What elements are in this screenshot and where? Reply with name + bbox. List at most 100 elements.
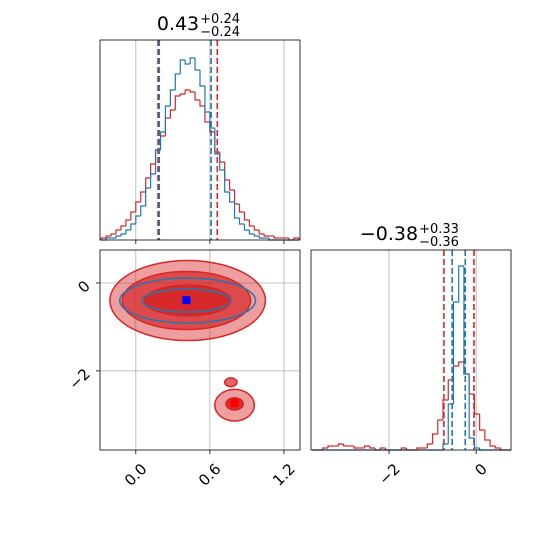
histogram-step <box>494 446 501 449</box>
histogram-step <box>120 225 126 230</box>
histogram-step <box>174 73 181 90</box>
histogram-step <box>150 163 156 178</box>
histogram-step <box>150 173 156 188</box>
histogram-step <box>229 180 235 191</box>
histogram-step <box>293 237 300 240</box>
histogram-step <box>120 233 126 236</box>
histogram-step <box>199 70 205 87</box>
histogram-step <box>322 447 328 450</box>
histogram-step <box>379 447 386 450</box>
histogram-step <box>489 440 496 447</box>
histogram-step <box>189 90 196 93</box>
axes-frame <box>99 39 301 241</box>
histogram-step <box>229 192 235 203</box>
histogram-step <box>169 109 176 118</box>
histogram-step <box>431 433 438 444</box>
histogram-step <box>130 223 136 230</box>
histogram-step <box>224 162 230 181</box>
histogram-step <box>369 446 376 449</box>
histogram-step <box>209 112 215 129</box>
histogram-step <box>253 234 260 237</box>
marker <box>182 296 191 305</box>
histogram-step <box>343 444 349 447</box>
histogram-step <box>194 92 200 101</box>
title-upper: +0.33 <box>419 222 459 237</box>
histogram-step <box>233 202 240 219</box>
histogram-step <box>164 117 171 136</box>
histogram-step <box>145 187 151 206</box>
contour <box>141 288 232 313</box>
histogram-step <box>125 229 131 234</box>
x-tick-label: 1.2 <box>269 460 299 490</box>
histogram-step <box>100 237 107 240</box>
histogram-step <box>248 230 255 235</box>
histogram-step <box>169 89 176 106</box>
marker <box>230 398 239 407</box>
histogram-step <box>426 443 433 448</box>
histogram-step <box>219 154 225 171</box>
histogram-step <box>263 234 270 237</box>
histogram-step <box>135 201 141 212</box>
histogram-step <box>159 135 166 150</box>
contour <box>223 377 238 388</box>
histogram-step <box>184 60 191 65</box>
histogram-step <box>337 443 344 446</box>
histogram-step <box>125 219 131 226</box>
histogram-step <box>468 374 475 439</box>
histogram-step <box>442 443 449 450</box>
histogram-step <box>219 152 225 163</box>
histogram-step <box>105 237 112 240</box>
histogram-step <box>204 86 210 113</box>
x-tick-label: 0.6 <box>195 460 225 490</box>
axes-frame <box>310 249 512 451</box>
histogram-step <box>130 211 136 220</box>
histogram-step <box>238 204 245 213</box>
histogram-step <box>238 218 245 225</box>
histogram-step <box>140 205 146 216</box>
histogram-step <box>416 447 423 450</box>
histogram-step <box>179 59 186 74</box>
title-upper: +0.24 <box>200 12 240 27</box>
histogram-step <box>258 230 265 235</box>
histogram-step <box>135 215 141 224</box>
x-tick-label: 0 <box>471 460 490 479</box>
histogram-step <box>115 235 121 238</box>
histogram-step <box>243 212 250 221</box>
histogram-step <box>327 445 334 448</box>
histogram-step <box>248 220 255 227</box>
x-tick-label: −2 <box>375 460 403 488</box>
histogram-step <box>353 446 360 449</box>
axes-frame <box>99 249 301 451</box>
histogram-step <box>159 131 166 150</box>
x-tick-label: 0.0 <box>121 460 151 490</box>
histogram-step <box>194 58 200 71</box>
histogram-step <box>115 229 121 234</box>
title-lower: −0.24 <box>200 25 240 40</box>
histogram-step <box>479 414 485 431</box>
y-tick-label: 0 <box>74 277 93 296</box>
histogram-step <box>110 233 117 236</box>
histogram-step <box>243 224 250 231</box>
histogram-step <box>224 170 230 193</box>
histogram-step <box>174 95 181 110</box>
histogram-step <box>145 177 151 192</box>
histogram-step <box>452 365 459 380</box>
histogram-step <box>184 89 191 94</box>
histogram-step <box>253 226 260 231</box>
histogram-step <box>273 236 280 239</box>
y-tick-label: −2 <box>65 365 93 393</box>
contour <box>119 277 257 324</box>
histogram-step <box>463 266 470 375</box>
histogram-step <box>473 394 480 415</box>
histogram-step <box>140 191 146 202</box>
histogram-step <box>214 128 220 155</box>
histogram-step <box>179 93 186 96</box>
histogram-step <box>189 57 196 64</box>
histogram-step <box>258 236 265 239</box>
histogram-step <box>473 438 480 449</box>
histogram-step <box>458 265 464 302</box>
histogram-step <box>458 361 464 366</box>
histogram-step <box>437 419 444 434</box>
histogram-step <box>164 105 171 132</box>
